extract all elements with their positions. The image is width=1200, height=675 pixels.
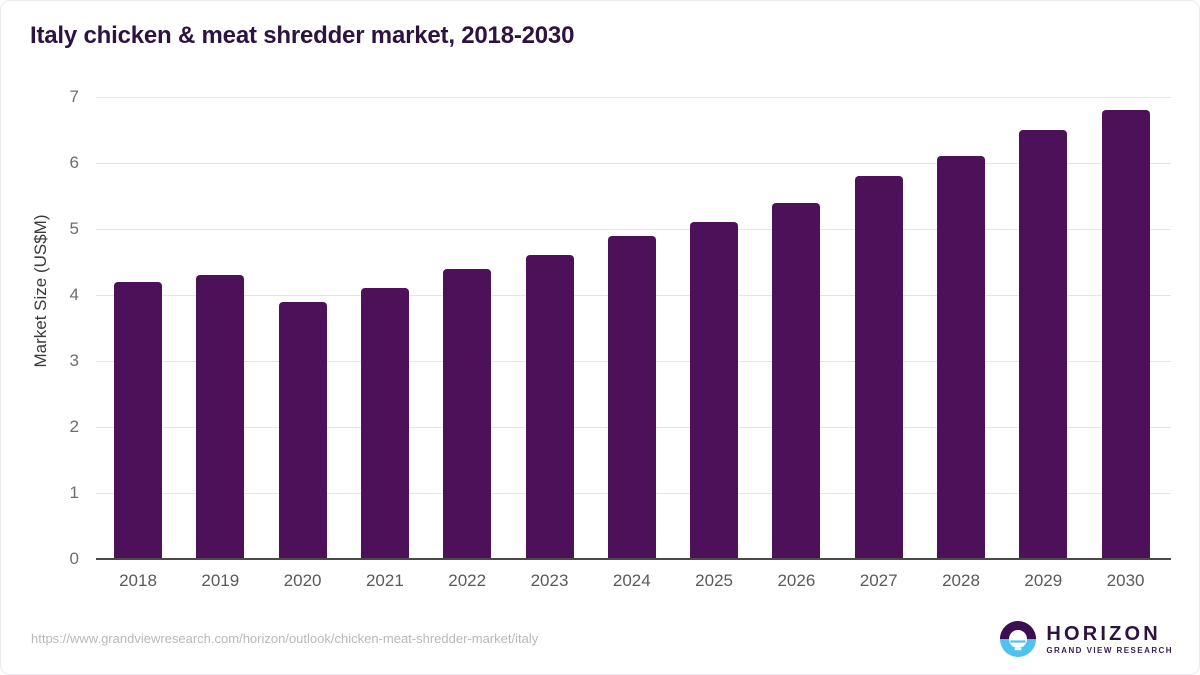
- x-axis-tick-label: 2026: [777, 571, 816, 590]
- x-axis-tick-label: 2023: [530, 571, 569, 590]
- x-axis-tick-label: 2022: [448, 571, 487, 590]
- x-axis-tick-label: 2028: [942, 571, 980, 590]
- x-axis-tick-label: 2029: [1024, 571, 1063, 590]
- bar-series: [96, 97, 1171, 559]
- x-axis-tick-label: 2024: [612, 571, 651, 590]
- x-axis-tick-label: 2018: [119, 571, 157, 590]
- bar[interactable]: [690, 222, 739, 559]
- bar[interactable]: [196, 275, 245, 559]
- bar[interactable]: [278, 301, 327, 559]
- y-axis-tick-label: 5: [69, 219, 79, 238]
- gridline: [96, 163, 1171, 164]
- x-axis-tick-label: 2025: [695, 571, 733, 590]
- page-title: Italy chicken & meat shredder market, 20…: [30, 22, 575, 49]
- bar[interactable]: [114, 281, 162, 559]
- x-axis-tick-label: 2021: [365, 571, 404, 590]
- logo-text: HORIZON GRAND VIEW RESEARCH: [1046, 624, 1173, 655]
- x-axis-tick-label: 2030: [1106, 571, 1145, 590]
- gridline: [96, 229, 1171, 230]
- x-axis-tick-label: 2020: [283, 571, 322, 590]
- horizon-logo[interactable]: HORIZON GRAND VIEW RESEARCH: [999, 618, 1173, 660]
- logo-wordmark: HORIZON: [1046, 622, 1161, 645]
- y-axis-tick-label: 2: [69, 417, 79, 436]
- y-axis-tick-label: 7: [69, 87, 79, 106]
- y-axis-tick-label: 6: [69, 153, 79, 172]
- x-axis-tick-label: 2027: [859, 571, 898, 590]
- bar[interactable]: [854, 176, 903, 559]
- bar[interactable]: [443, 268, 492, 559]
- horizon-sunrise-icon: [1000, 620, 1037, 658]
- bar[interactable]: [937, 156, 985, 559]
- bar[interactable]: [525, 255, 574, 559]
- y-axis-tick-label: 0: [69, 549, 79, 568]
- x-axis-tick-label: 2019: [201, 571, 240, 590]
- bar[interactable]: [360, 288, 409, 559]
- y-axis-tick-label: 4: [69, 285, 79, 304]
- logo-tagline: GRAND VIEW RESEARCH: [1046, 645, 1173, 655]
- bar[interactable]: [1101, 110, 1150, 559]
- plot-area: [96, 97, 1171, 560]
- y-axis-tick-label: 1: [69, 483, 79, 502]
- bar[interactable]: [1019, 130, 1068, 559]
- y-axis-tick-labels: 0 1 2 3 4 5 6 7: [1, 87, 1199, 568]
- bar[interactable]: [772, 202, 821, 559]
- gridline: [96, 97, 1171, 98]
- x-axis-line: [96, 558, 1171, 560]
- y-axis-tick-label: 3: [69, 351, 79, 370]
- bar[interactable]: [607, 235, 656, 559]
- source-url[interactable]: https://www.grandviewresearch.com/horizo…: [31, 631, 539, 646]
